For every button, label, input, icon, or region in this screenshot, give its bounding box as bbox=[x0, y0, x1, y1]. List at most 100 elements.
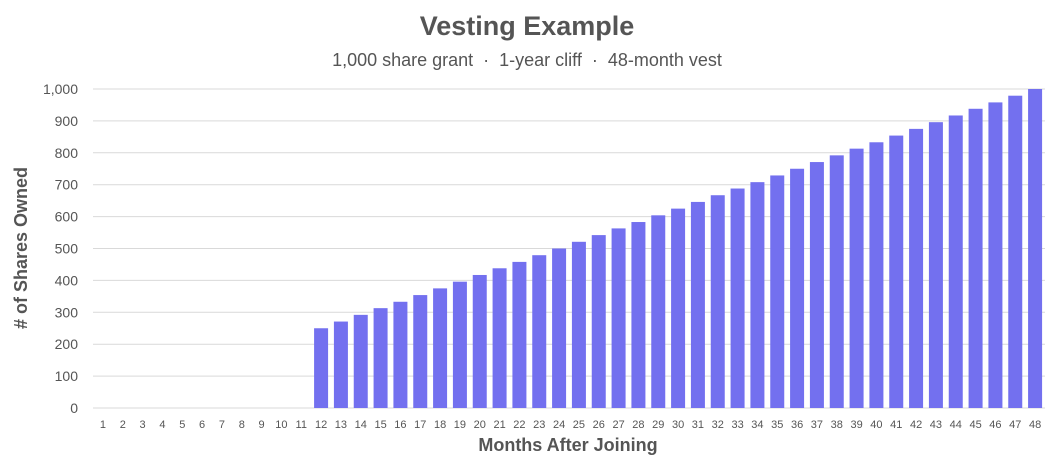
x-tick-label: 32 bbox=[712, 419, 724, 431]
bar bbox=[472, 274, 487, 408]
bar bbox=[948, 115, 963, 409]
x-tick-label: 35 bbox=[771, 419, 783, 431]
bar bbox=[591, 235, 606, 408]
x-tick-label: 28 bbox=[632, 419, 644, 431]
x-tick-label: 6 bbox=[199, 419, 205, 431]
x-tick-label: 12 bbox=[315, 419, 327, 431]
x-tick-label: 34 bbox=[751, 419, 763, 431]
x-tick-label: 15 bbox=[374, 419, 386, 431]
y-tick-label: 300 bbox=[55, 304, 79, 320]
x-tick-label: 10 bbox=[275, 419, 287, 431]
x-axis-title: Months After Joining bbox=[478, 435, 657, 455]
x-tick-label: 48 bbox=[1029, 419, 1041, 431]
y-axis-title: # of Shares Owned bbox=[11, 167, 31, 329]
x-tick-label: 21 bbox=[493, 419, 505, 431]
x-tick-label: 2 bbox=[120, 419, 126, 431]
x-tick-label: 8 bbox=[239, 419, 245, 431]
chart-subtitle: 1,000 share grant · 1-year cliff · 48-mo… bbox=[332, 50, 722, 70]
bar bbox=[413, 295, 428, 408]
bar bbox=[651, 215, 666, 408]
bar bbox=[452, 281, 467, 408]
x-tick-label: 5 bbox=[179, 419, 185, 431]
x-tick-label: 44 bbox=[950, 419, 962, 431]
x-tick-label: 25 bbox=[573, 419, 585, 431]
x-tick-label: 45 bbox=[969, 419, 981, 431]
bar bbox=[690, 201, 705, 408]
x-tick-label: 4 bbox=[159, 419, 165, 431]
x-tick-label: 43 bbox=[930, 419, 942, 431]
x-tick-label: 26 bbox=[593, 419, 605, 431]
y-tick-label: 1,000 bbox=[43, 81, 78, 97]
bar bbox=[353, 314, 368, 408]
bar bbox=[492, 268, 507, 408]
bar bbox=[869, 142, 884, 408]
x-tick-label: 16 bbox=[394, 419, 406, 431]
bar bbox=[829, 155, 844, 408]
bar bbox=[928, 122, 943, 409]
x-tick-label: 22 bbox=[513, 419, 525, 431]
bar bbox=[314, 328, 329, 408]
y-tick-label: 500 bbox=[55, 241, 79, 257]
bar bbox=[710, 195, 725, 408]
chart-title: Vesting Example bbox=[420, 11, 635, 41]
x-tick-label: 24 bbox=[553, 419, 565, 431]
bar bbox=[889, 135, 904, 408]
bar bbox=[809, 162, 824, 408]
x-tick-label: 47 bbox=[1009, 419, 1021, 431]
x-tick-label: 46 bbox=[989, 419, 1001, 431]
x-tick-label: 38 bbox=[831, 419, 843, 431]
x-tick-label: 41 bbox=[890, 419, 902, 431]
x-tick-label: 7 bbox=[219, 419, 225, 431]
bar bbox=[512, 261, 527, 408]
x-tick-label: 23 bbox=[533, 419, 545, 431]
bar bbox=[968, 108, 983, 408]
bar bbox=[532, 255, 547, 408]
x-tick-label: 20 bbox=[474, 419, 486, 431]
bar bbox=[730, 188, 745, 408]
bar bbox=[333, 321, 348, 408]
bar bbox=[750, 182, 765, 408]
y-tick-label: 900 bbox=[55, 113, 79, 129]
bar bbox=[849, 148, 864, 408]
bar bbox=[373, 308, 388, 408]
bar bbox=[552, 248, 567, 408]
x-tick-label: 3 bbox=[140, 419, 146, 431]
x-tick-label: 9 bbox=[259, 419, 265, 431]
x-tick-label: 18 bbox=[434, 419, 446, 431]
y-tick-label: 400 bbox=[55, 272, 79, 288]
bar bbox=[1028, 89, 1043, 408]
y-tick-label: 100 bbox=[55, 368, 79, 384]
bar bbox=[631, 222, 646, 408]
x-tick-label: 30 bbox=[672, 419, 684, 431]
bar bbox=[393, 301, 408, 408]
x-tick-label: 40 bbox=[870, 419, 882, 431]
bar bbox=[770, 175, 785, 408]
x-tick-label: 14 bbox=[355, 419, 367, 431]
bar bbox=[571, 241, 586, 408]
x-tick-label: 19 bbox=[454, 419, 466, 431]
bar bbox=[1008, 95, 1023, 408]
bar bbox=[433, 288, 448, 408]
x-tick-label: 33 bbox=[731, 419, 743, 431]
x-tick-label: 13 bbox=[335, 419, 347, 431]
x-tick-label: 37 bbox=[811, 419, 823, 431]
y-axis-ticks: 0 100 200 300 400 500 600 700 800 900 1,000 bbox=[43, 81, 78, 416]
gridlines bbox=[93, 88, 1045, 409]
x-tick-label: 39 bbox=[850, 419, 862, 431]
bar bbox=[988, 102, 1003, 408]
y-tick-label: 700 bbox=[55, 177, 79, 193]
x-tick-label: 31 bbox=[692, 419, 704, 431]
bar bbox=[611, 228, 626, 408]
x-tick-label: 27 bbox=[612, 419, 624, 431]
bar bbox=[909, 128, 924, 408]
x-tick-label: 11 bbox=[296, 419, 307, 431]
x-axis-ticks: 1 2 3 4 5 6 7 8 9 10 11 12 13 14 15 16 17 18 19 20 21 22 23 24 2… bbox=[100, 419, 1041, 431]
y-tick-label: 0 bbox=[70, 400, 78, 416]
x-tick-label: 42 bbox=[910, 419, 922, 431]
y-tick-label: 200 bbox=[55, 336, 79, 352]
x-tick-label: 29 bbox=[652, 419, 664, 431]
x-tick-label: 17 bbox=[414, 419, 426, 431]
bar bbox=[671, 208, 686, 408]
y-tick-label: 600 bbox=[55, 209, 79, 225]
